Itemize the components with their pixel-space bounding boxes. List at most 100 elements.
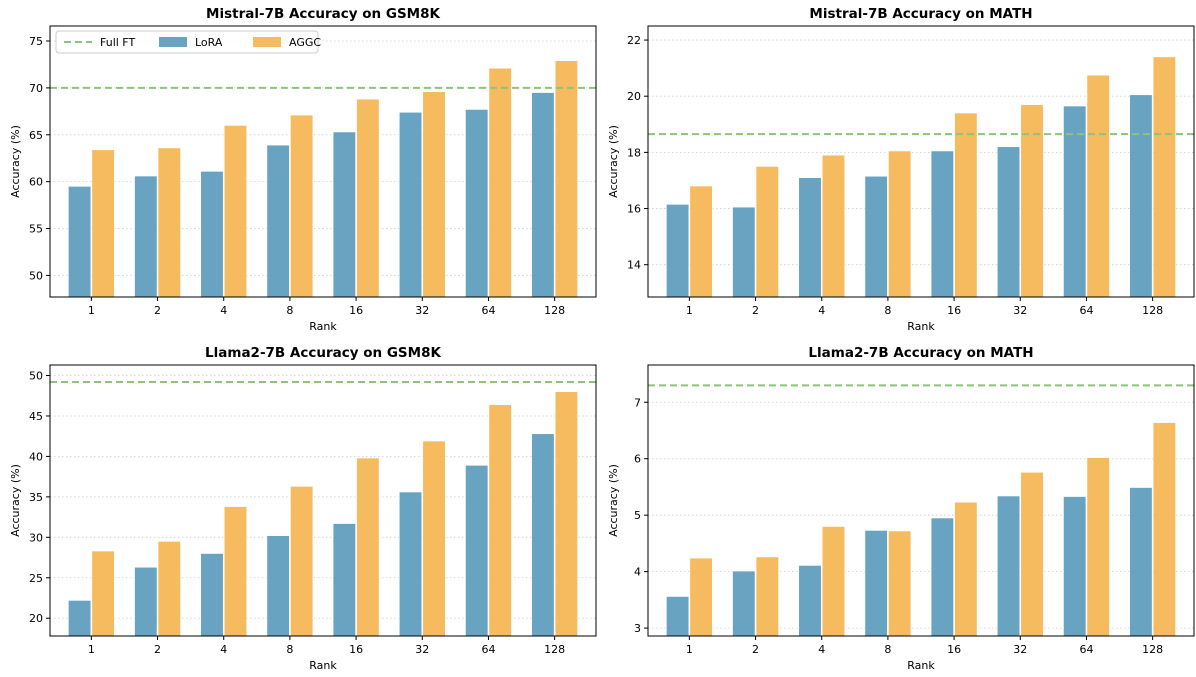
bar-lora-64 <box>465 465 489 637</box>
x-tick-label: 32 <box>1013 304 1027 317</box>
bar-lora-16 <box>930 150 954 298</box>
y-axis-label: Accuracy (%) <box>9 125 22 198</box>
chart-panel-2: 14 16 18 20 22 1 2 4 8 16 32 64 128 Mistral-7B Accura… <box>607 6 1195 333</box>
plot-frame <box>647 364 1195 637</box>
chart-panel-4: 3 4 5 6 7 1 2 4 8 16 32 64 128 Llama2-7B Accuracy on … <box>607 345 1195 672</box>
bar-aggc-8 <box>888 530 912 637</box>
x-tick-label: 128 <box>1142 304 1163 317</box>
x-tick-label: 128 <box>544 304 565 317</box>
x-tick-label: 4 <box>818 643 825 656</box>
bar-lora-32 <box>398 491 423 637</box>
legend-swatch-lora <box>159 37 187 47</box>
y-tick-label: 40 <box>29 450 43 463</box>
bar-aggc-2 <box>157 541 181 637</box>
y-tick-label: 4 <box>634 566 641 579</box>
x-tick-label: 16 <box>349 643 363 656</box>
bar-aggc-32 <box>422 440 446 637</box>
bar-lora-8 <box>266 144 290 298</box>
x-tick-label: 32 <box>415 304 429 317</box>
bar-aggc-4 <box>223 506 248 637</box>
bar-aggc-4 <box>821 526 846 637</box>
y-tick-label: 25 <box>29 572 43 585</box>
x-tick-label: 1 <box>88 304 95 317</box>
y-tick-label: 35 <box>29 491 43 504</box>
bar-lora-1 <box>68 600 92 637</box>
y-tick-label: 60 <box>29 176 43 189</box>
bar-aggc-16 <box>954 501 978 637</box>
chart-panel-3: 20 25 30 35 40 45 50 1 2 4 8 16 32 64 128 Llama2-7B Acc… <box>9 345 597 672</box>
bar-lora-128 <box>531 433 555 637</box>
x-tick-label: 1 <box>88 643 95 656</box>
bar-aggc-128 <box>554 391 578 637</box>
bar-aggc-64 <box>1086 457 1110 637</box>
bar-aggc-128 <box>1152 56 1176 298</box>
y-tick-label: 20 <box>627 90 641 103</box>
x-tick-label: 64 <box>1079 304 1093 317</box>
bar-lora-4 <box>798 177 822 298</box>
x-tick-label: 1 <box>686 304 693 317</box>
bar-lora-8 <box>266 535 290 637</box>
bar-lora-2 <box>732 206 756 298</box>
x-axis-label: Rank <box>309 659 337 672</box>
chart-title: Mistral-7B Accuracy on MATH <box>809 6 1032 22</box>
bar-lora-1 <box>666 204 690 298</box>
y-axis-label: Accuracy (%) <box>607 464 620 537</box>
bar-aggc-128 <box>554 60 578 298</box>
y-tick-label: 22 <box>627 34 641 47</box>
x-tick-label: 16 <box>947 643 961 656</box>
bar-aggc-2 <box>755 166 779 298</box>
bar-aggc-4 <box>821 154 846 298</box>
bar-aggc-8 <box>290 486 314 637</box>
bar-lora-16 <box>332 523 356 637</box>
bar-lora-4 <box>798 565 822 637</box>
bar-lora-1 <box>666 596 690 637</box>
x-tick-label: 128 <box>544 643 565 656</box>
bar-lora-2 <box>134 566 158 637</box>
bar-lora-8 <box>864 175 888 298</box>
plot-frame <box>49 25 597 298</box>
bar-lora-16 <box>332 131 356 298</box>
y-axis-label: Accuracy (%) <box>607 125 620 198</box>
bar-lora-64 <box>1063 496 1087 637</box>
y-tick-label: 45 <box>29 410 43 423</box>
y-tick-label: 75 <box>29 35 43 48</box>
chart-title: Llama2-7B Accuracy on GSM8K <box>205 345 441 361</box>
bar-lora-128 <box>1129 487 1153 637</box>
y-tick-label: 16 <box>627 203 641 216</box>
bar-aggc-2 <box>157 147 181 298</box>
x-tick-label: 2 <box>752 643 759 656</box>
bar-aggc-8 <box>290 114 314 298</box>
bar-lora-128 <box>531 92 555 298</box>
y-tick-label: 50 <box>29 269 43 282</box>
x-tick-label: 2 <box>752 304 759 317</box>
bar-aggc-2 <box>755 556 779 637</box>
legend: Full FT LoRA AGGC <box>55 30 321 54</box>
bar-lora-8 <box>864 530 888 637</box>
y-tick-label: 20 <box>29 612 43 625</box>
x-tick-label: 8 <box>286 643 293 656</box>
chart-title: Mistral-7B Accuracy on GSM8K <box>206 6 440 22</box>
bar-aggc-16 <box>356 457 380 637</box>
bar-aggc-4 <box>223 125 248 298</box>
bar-aggc-1 <box>91 149 115 298</box>
y-tick-label: 7 <box>634 396 641 409</box>
y-tick-label: 30 <box>29 531 43 544</box>
bar-aggc-64 <box>488 67 512 298</box>
y-tick-label: 70 <box>29 82 43 95</box>
x-tick-label: 8 <box>884 643 891 656</box>
bar-lora-64 <box>465 109 489 298</box>
x-tick-label: 4 <box>220 643 227 656</box>
chart-title: Llama2-7B Accuracy on MATH <box>808 345 1033 361</box>
y-tick-label: 65 <box>29 129 43 142</box>
x-axis-label: Rank <box>309 320 337 333</box>
bar-aggc-64 <box>488 404 512 637</box>
y-tick-label: 55 <box>29 223 43 236</box>
plot-frame <box>49 364 597 637</box>
x-tick-label: 4 <box>818 304 825 317</box>
bar-aggc-64 <box>1086 74 1110 298</box>
x-tick-label: 16 <box>947 304 961 317</box>
legend-swatch-aggc <box>253 37 281 47</box>
bar-lora-2 <box>732 570 756 637</box>
bar-aggc-1 <box>689 557 713 637</box>
bar-aggc-32 <box>422 91 446 298</box>
